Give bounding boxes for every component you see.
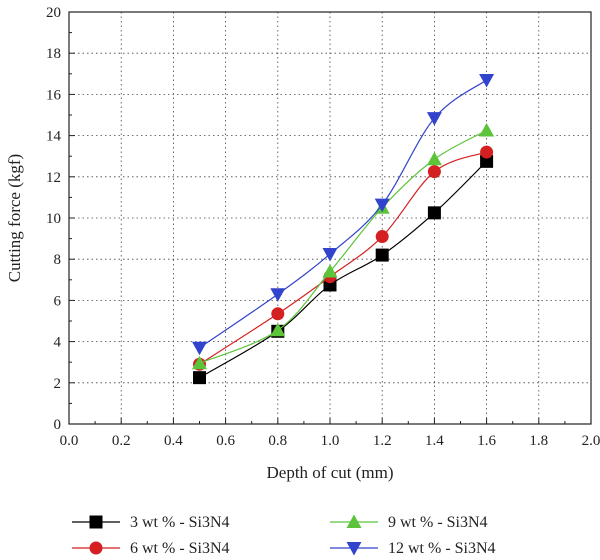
x-tick-label: 1.0 xyxy=(321,433,340,449)
legend-label: 12 wt % - Si3N4 xyxy=(388,540,496,557)
y-tick-label: 10 xyxy=(46,211,61,227)
data-point xyxy=(479,73,495,88)
series-layer xyxy=(192,73,495,385)
data-point xyxy=(271,307,285,321)
legend-item: 3 wt % - Si3N4 xyxy=(72,514,230,531)
data-point xyxy=(270,322,286,337)
data-point xyxy=(480,154,494,168)
data-point xyxy=(193,371,206,385)
legend-label: 9 wt % - Si3N4 xyxy=(388,514,488,531)
axes: 0.0 0.2 0.4 0.6 0.8 1.0 1.2 1.4 1.6 1.8 2.0 0 2 4 6 8 10… xyxy=(46,5,600,449)
legend-label: 3 wt % - Si3N4 xyxy=(130,514,230,531)
series-3 xyxy=(192,122,495,370)
x-tick-label: 1.4 xyxy=(425,433,444,449)
y-tick-label: 2 xyxy=(54,376,62,392)
legend-marker xyxy=(89,515,103,529)
legend-item: 6 wt % - Si3N4 xyxy=(72,540,230,557)
data-point xyxy=(375,248,389,262)
x-tick-label: 0.6 xyxy=(216,433,235,449)
series-line xyxy=(199,160,488,379)
legend-marker xyxy=(346,514,362,528)
y-tick-label: 20 xyxy=(46,5,61,21)
x-axis-title: Depth of cut (mm) xyxy=(267,463,394,482)
series-4 xyxy=(192,73,495,356)
y-tick-label: 6 xyxy=(54,293,62,309)
data-point xyxy=(322,248,338,262)
x-tick-label: 1.2 xyxy=(373,433,392,449)
series-line xyxy=(199,151,487,365)
data-point xyxy=(427,165,441,179)
x-tick-label: 0.4 xyxy=(164,433,183,449)
grid xyxy=(69,12,591,424)
y-tick-label: 18 xyxy=(46,46,61,62)
y-tick-label: 8 xyxy=(54,252,62,268)
y-tick-label: 0 xyxy=(54,417,62,433)
legend-item: 12 wt % - Si3N4 xyxy=(330,540,496,557)
data-point xyxy=(192,341,207,356)
y-axis-title: Cutting force (kgf) xyxy=(5,154,24,282)
y-tick-label: 14 xyxy=(46,129,62,145)
data-point xyxy=(480,145,494,159)
legend-item: 9 wt % - Si3N4 xyxy=(330,514,488,531)
x-tick-label: 2.0 xyxy=(582,433,600,449)
data-point xyxy=(375,230,389,244)
y-tick-label: 12 xyxy=(46,170,61,186)
legend-marker xyxy=(346,542,362,556)
y-tick-label: 16 xyxy=(46,87,62,103)
data-point xyxy=(426,112,442,126)
legend-marker xyxy=(89,541,103,555)
data-point xyxy=(192,355,207,370)
x-tick-label: 0.2 xyxy=(112,433,131,449)
legend-label: 6 wt % - Si3N4 xyxy=(130,540,230,557)
x-tick-label: 0.8 xyxy=(268,433,287,449)
x-tick-label: 1.8 xyxy=(529,433,548,449)
data-point xyxy=(426,151,442,166)
data-point xyxy=(427,206,441,220)
x-tick-label: 1.6 xyxy=(477,433,496,449)
y-tick-label: 4 xyxy=(54,335,62,351)
data-point xyxy=(270,288,286,302)
legend: 3 wt % - Si3N4 9 wt % - Si3N4 6 wt % - Si3… xyxy=(72,514,496,557)
data-point xyxy=(479,122,495,137)
data-point xyxy=(322,264,338,278)
series-2 xyxy=(193,145,494,371)
data-point xyxy=(374,198,390,213)
series-line xyxy=(199,79,487,349)
x-tick-label: 0.0 xyxy=(60,433,79,449)
